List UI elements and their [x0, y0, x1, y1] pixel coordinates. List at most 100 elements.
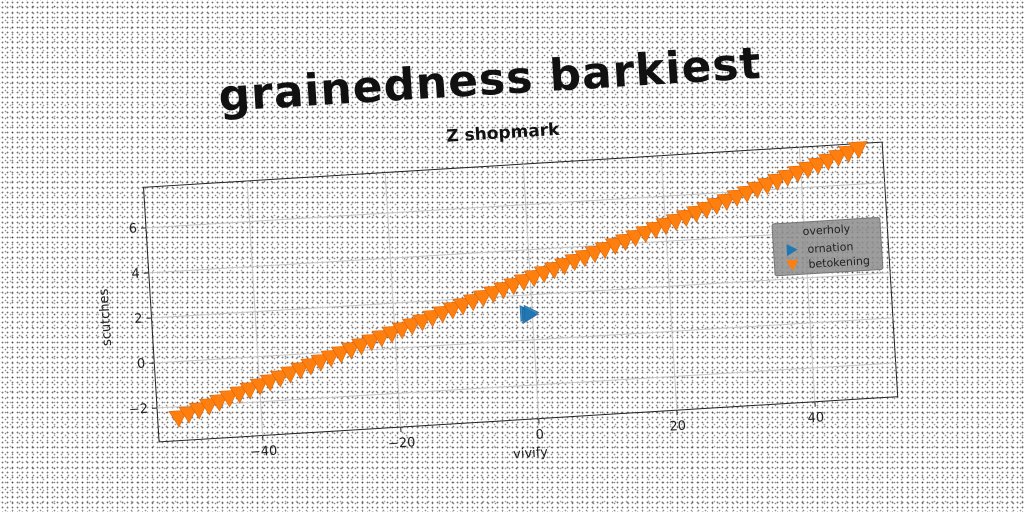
- legend-marker-ornation: [786, 244, 798, 257]
- betokening-marker: [746, 181, 766, 199]
- betokening-marker: [675, 209, 695, 228]
- betokening-marker: [604, 237, 624, 256]
- grid-line-y: [151, 272, 891, 319]
- betokening-marker: [797, 161, 817, 179]
- betokening-marker: [340, 341, 360, 360]
- betokening-marker: [442, 301, 462, 320]
- betokening-marker: [645, 221, 665, 240]
- series-ornation: [519, 304, 540, 325]
- betokening-marker: [310, 353, 330, 372]
- betokening-marker: [614, 233, 634, 252]
- plot-frame: [143, 141, 899, 443]
- grid-line-x: [660, 155, 678, 411]
- betokening-marker: [361, 333, 381, 352]
- series-betokening: [168, 141, 868, 428]
- legend-title: overholy: [802, 222, 851, 238]
- x-tick-label: −40: [250, 444, 278, 461]
- betokening-marker: [472, 289, 492, 308]
- betokening-marker: [584, 245, 604, 264]
- betokening-marker: [777, 169, 797, 187]
- betokening-marker: [665, 213, 685, 232]
- betokening-marker: [381, 325, 401, 344]
- betokening-marker: [320, 349, 340, 368]
- betokening-marker: [239, 381, 259, 400]
- legend-label-ornation: ornation: [807, 240, 854, 256]
- chart-subtitle: Z shopmark: [446, 120, 561, 147]
- betokening-marker: [330, 345, 350, 364]
- betokening-marker: [757, 177, 777, 195]
- y-axis-ticks: −2 0 2 4 6: [128, 221, 158, 418]
- betokening-marker: [533, 265, 553, 284]
- betokening-marker: [401, 317, 421, 336]
- betokening-marker: [290, 361, 310, 380]
- betokening-marker: [848, 141, 868, 159]
- y-tick-label: 0: [137, 357, 146, 372]
- ornation-marker: [523, 304, 540, 322]
- betokening-marker: [828, 149, 848, 167]
- grid-line-x: [384, 172, 402, 428]
- betokening-marker: [259, 373, 279, 392]
- betokening-marker: [503, 277, 523, 296]
- legend-marker-betokening: [786, 259, 799, 271]
- betokening-marker: [198, 397, 218, 416]
- betokening-marker: [787, 165, 807, 183]
- x-tick-label: 20: [669, 419, 686, 435]
- grid-line-y: [157, 362, 896, 409]
- y-tick-label: 2: [134, 312, 143, 327]
- betokening-marker: [686, 205, 706, 224]
- betokening-marker: [655, 217, 675, 236]
- betokening-marker: [696, 201, 716, 220]
- grid-line-y: [148, 227, 888, 274]
- betokening-marker: [280, 365, 300, 384]
- grid-line-y: [145, 182, 885, 229]
- betokening-marker: [300, 357, 320, 376]
- betokening-marker: [391, 321, 411, 340]
- betokening-marker: [422, 309, 442, 328]
- betokening-marker: [635, 225, 655, 244]
- betokening-marker: [493, 281, 513, 300]
- betokening-marker: [249, 377, 269, 396]
- legend-label-betokening: betokening: [808, 254, 870, 271]
- x-tick-label: 40: [807, 410, 824, 426]
- betokening-marker: [371, 329, 391, 348]
- betokening-marker: [807, 157, 827, 175]
- y-tick-label: −2: [128, 402, 148, 418]
- betokening-marker: [219, 389, 239, 408]
- betokening-marker: [554, 257, 574, 276]
- betokening-marker: [188, 401, 208, 420]
- betokening-marker: [736, 185, 756, 203]
- y-axis-label: scutches: [97, 288, 115, 346]
- betokening-marker: [767, 173, 787, 191]
- betokening-marker: [706, 197, 726, 216]
- betokening-marker: [625, 229, 645, 248]
- x-tick-label: 0: [535, 427, 544, 442]
- betokening-marker: [412, 313, 432, 332]
- betokening-marker: [269, 369, 289, 388]
- betokening-marker: [178, 405, 198, 424]
- betokening-marker: [838, 145, 858, 163]
- betokening-marker: [168, 409, 188, 428]
- betokening-marker: [229, 385, 249, 404]
- betokening-marker: [432, 305, 452, 324]
- betokening-marker: [483, 285, 503, 304]
- legend-box: [771, 217, 884, 277]
- betokening-marker: [594, 241, 614, 260]
- betokening-marker: [543, 261, 563, 280]
- grid-lines: [145, 147, 896, 436]
- x-tick-label: −20: [388, 435, 416, 452]
- betokening-marker: [462, 293, 482, 312]
- y-tick-label: 4: [131, 266, 140, 281]
- betokening-marker: [726, 189, 746, 207]
- betokening-marker: [209, 393, 229, 412]
- betokening-marker: [564, 253, 584, 272]
- betokening-marker: [716, 193, 736, 212]
- betokening-marker: [513, 273, 533, 292]
- y-tick-label: 6: [128, 221, 137, 236]
- betokening-marker: [452, 297, 472, 316]
- betokening-marker: [574, 249, 594, 268]
- x-axis-ticks: −40 −20 0 20 40: [250, 401, 825, 461]
